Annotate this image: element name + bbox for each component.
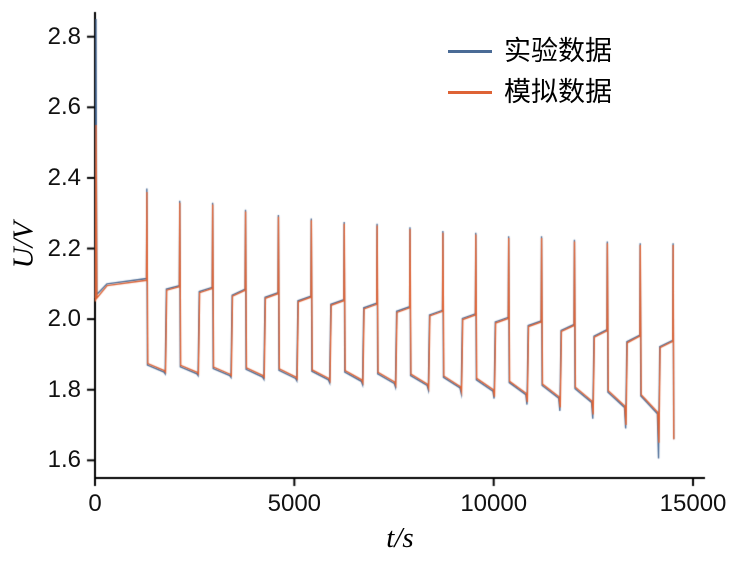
y-axis-title: U/V (7, 221, 40, 269)
legend-item-simulated: 模拟数据 (448, 79, 612, 106)
x-axis-title: t/s (386, 522, 414, 554)
y-tick-label: 1.6 (47, 446, 81, 474)
y-tick-label: 2.6 (47, 93, 81, 121)
y-tick-label: 2.0 (47, 305, 81, 333)
legend-item-experimental: 实验数据 (448, 38, 612, 65)
x-tick-label: 5000 (267, 490, 322, 517)
y-tick-label: 2.8 (47, 22, 81, 50)
legend-line-experimental-icon (448, 50, 492, 53)
legend-label-experimental: 实验数据 (504, 36, 612, 66)
legend-line-simulated-icon (448, 91, 492, 94)
legend: 实验数据 模拟数据 (448, 38, 612, 106)
y-tick-label: 2.4 (47, 163, 81, 191)
x-tick-label: 15000 (659, 490, 727, 517)
y-tick-label: 2.2 (47, 234, 81, 262)
x-tick-label: 10000 (460, 490, 528, 517)
y-tick-label: 1.8 (47, 375, 81, 403)
legend-label-simulated: 模拟数据 (504, 77, 612, 107)
x-tick-label: 0 (88, 490, 102, 517)
